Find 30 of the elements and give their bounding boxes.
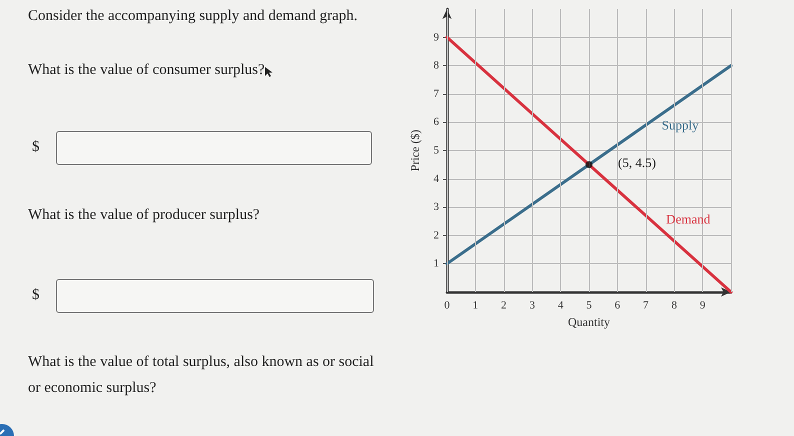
series-label: Demand bbox=[666, 212, 711, 227]
x-axis-title: Quantity bbox=[568, 314, 610, 329]
x-tick-label: 6 bbox=[614, 300, 621, 312]
x-tick-label: 0 bbox=[444, 300, 450, 312]
y-tick-label: 4 bbox=[434, 172, 440, 185]
text: What is the value of total surplus, also known as or social or economic surplus? bbox=[28, 353, 375, 398]
text: What is the value of consumer surplus? bbox=[28, 62, 265, 79]
x-tick-label: 2 bbox=[501, 300, 507, 312]
text: $ bbox=[32, 287, 40, 304]
x-tick-label: 8 bbox=[671, 300, 678, 312]
y-tick-label: 5 bbox=[434, 144, 440, 156]
x-tick-label: 4 bbox=[558, 300, 564, 312]
y-tick-label: 2 bbox=[434, 229, 439, 242]
x-tick-label: 1 bbox=[472, 300, 478, 312]
y-tick-label: 7 bbox=[434, 88, 440, 100]
text: What is the value of producer surplus? bbox=[28, 207, 260, 224]
x-tick-label: 9 bbox=[700, 300, 706, 312]
y-axis-title: Price ($) bbox=[408, 130, 422, 172]
y-tick-label: 8 bbox=[434, 60, 440, 72]
x-tick-label: 3 bbox=[529, 300, 536, 312]
y-tick-label: 9 bbox=[434, 31, 440, 44]
annotation: (5, 4.5) bbox=[618, 155, 656, 170]
y-tick-label: 3 bbox=[434, 201, 440, 214]
x-tick-label: 7 bbox=[643, 300, 650, 312]
text: Consider the accompanying supply and demand graph. bbox=[28, 8, 358, 25]
series-label: Supply bbox=[662, 118, 700, 133]
y-tick-label: 1 bbox=[434, 258, 439, 270]
text: $ bbox=[32, 139, 40, 156]
y-tick-label: 6 bbox=[434, 116, 440, 128]
x-tick-label: 5 bbox=[586, 300, 592, 312]
